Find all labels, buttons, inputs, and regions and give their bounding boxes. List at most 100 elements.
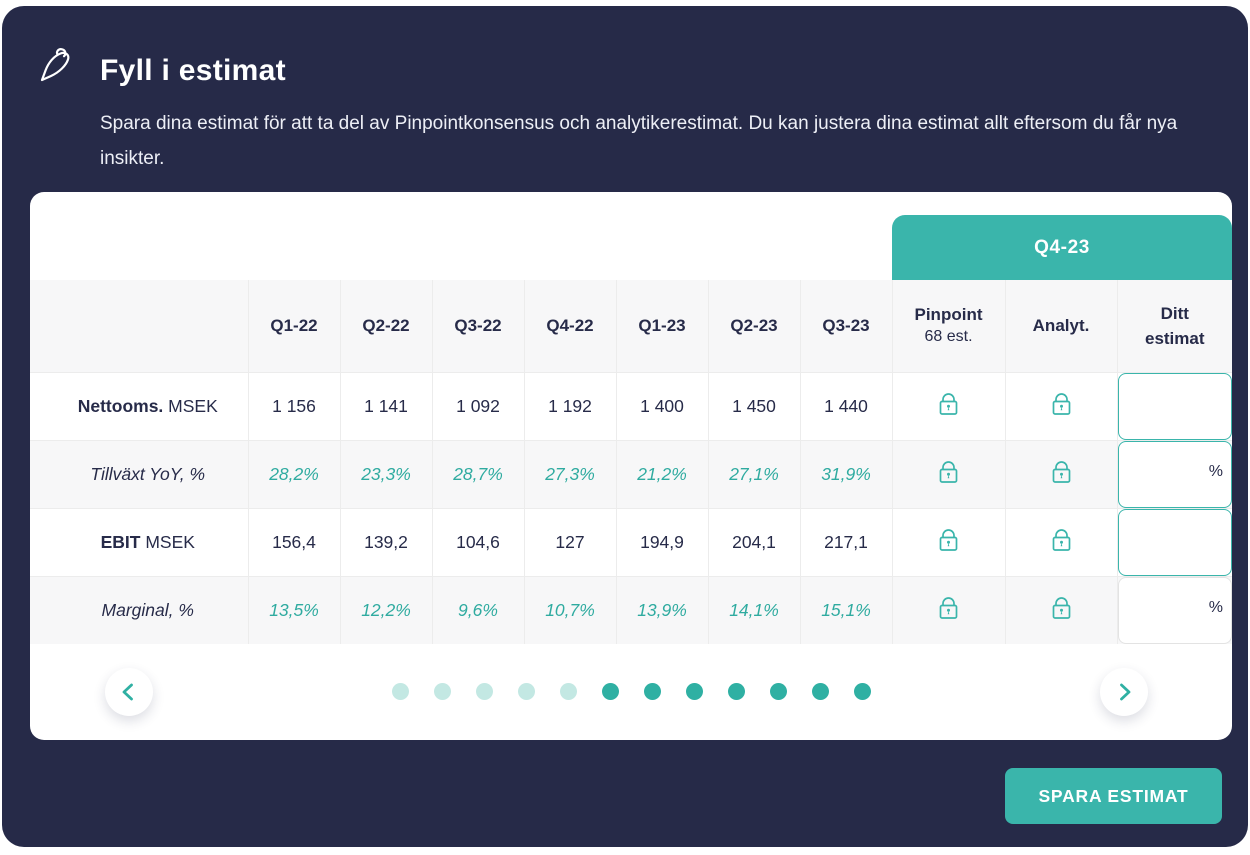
lock-icon [935, 458, 962, 491]
net-sales-estimate-input[interactable] [1117, 372, 1232, 440]
previous-page-button[interactable] [105, 668, 153, 716]
value-cell: 139,2 [339, 507, 433, 577]
your-estimate-column-header: Ditt estimat [1116, 279, 1233, 373]
pagination-dot[interactable] [685, 683, 703, 700]
value-cell: 23,3% [339, 439, 433, 509]
lock-icon [935, 526, 962, 559]
next-page-button[interactable] [1100, 668, 1148, 716]
value-cell: 14,1% [707, 575, 801, 645]
value-cell: 15,1% [799, 575, 893, 645]
value-cell: 27,1% [707, 439, 801, 509]
value-cell: 9,6% [431, 575, 525, 645]
page-title: Fyll i estimat [100, 54, 286, 87]
value-cell: 1 440 [799, 371, 893, 441]
quarter-header: Q2-22 [339, 279, 433, 373]
value-cell: 21,2% [615, 439, 709, 509]
your-estimate-cell [1116, 371, 1233, 441]
pagination-dot[interactable] [811, 683, 829, 700]
analyst-locked-cell [1004, 439, 1118, 509]
pinpoint-locked-cell [891, 439, 1006, 509]
value-cell: 13,5% [247, 575, 341, 645]
pagination-dot[interactable] [853, 683, 871, 700]
value-cell: 204,1 [707, 507, 801, 577]
lock-icon [935, 390, 962, 423]
pagination-dot[interactable] [517, 683, 535, 700]
your-estimate-cell [1116, 507, 1233, 577]
pagination-dots [30, 643, 1232, 740]
pagination-dot[interactable] [769, 683, 787, 700]
value-cell: 10,7% [523, 575, 617, 645]
row-label: Marginal, % [29, 575, 249, 645]
lock-icon [1048, 458, 1075, 491]
value-cell: 12,2% [339, 575, 433, 645]
label-column-header [29, 279, 249, 373]
quarter-header: Q2-23 [707, 279, 801, 373]
pagination-dot[interactable] [391, 683, 409, 700]
pen-icon [35, 45, 77, 87]
pinpoint-column-header: Pinpoint 68 est. [891, 279, 1006, 373]
margin-estimate-input[interactable] [1117, 576, 1232, 644]
pagination-dot[interactable] [559, 683, 577, 700]
value-cell: 104,6 [431, 507, 525, 577]
pagination-dot[interactable] [643, 683, 661, 700]
pinpoint-locked-cell [891, 507, 1006, 577]
tab-q4-23[interactable]: Q4-23 [892, 215, 1232, 280]
value-cell: 28,7% [431, 439, 525, 509]
table-row-growth-yoy: Tillväxt YoY, % 28,2% 23,3% 28,7% 27,3% … [29, 439, 1233, 509]
value-cell: 1 141 [339, 371, 433, 441]
row-label: EBIT MSEK [29, 507, 249, 577]
value-cell: 194,9 [615, 507, 709, 577]
value-cell: 13,9% [615, 575, 709, 645]
value-cell: 1 450 [707, 371, 801, 441]
growth-estimate-input[interactable] [1117, 440, 1232, 508]
analyst-locked-cell [1004, 575, 1118, 645]
lock-icon [1048, 594, 1075, 627]
value-cell: 1 156 [247, 371, 341, 441]
table-row-margin: Marginal, % 13,5% 12,2% 9,6% 10,7% 13,9%… [29, 575, 1233, 645]
quarter-header: Q3-23 [799, 279, 893, 373]
lock-icon [1048, 390, 1075, 423]
value-cell: 217,1 [799, 507, 893, 577]
value-cell: 31,9% [799, 439, 893, 509]
value-cell: 156,4 [247, 507, 341, 577]
value-cell: 28,2% [247, 439, 341, 509]
estimates-table: Q1-22 Q2-22 Q3-22 Q4-22 Q1-23 Q2-23 Q3-2… [29, 279, 1233, 645]
table-header-row: Q1-22 Q2-22 Q3-22 Q4-22 Q1-23 Q2-23 Q3-2… [29, 279, 1233, 373]
table-row-net-sales: Nettooms. MSEK 1 156 1 141 1 092 1 192 1… [29, 371, 1233, 441]
pagination-dot[interactable] [475, 683, 493, 700]
quarter-header: Q3-22 [431, 279, 525, 373]
row-label: Nettooms. MSEK [29, 371, 249, 441]
estimates-card: Q4-23 Q1-22 Q2-22 Q3-22 Q4-22 Q1-23 [29, 192, 1233, 740]
analyst-column-header: Analyt. [1004, 279, 1118, 373]
value-cell: 27,3% [523, 439, 617, 509]
pagination-dot[interactable] [601, 683, 619, 700]
pinpoint-locked-cell [891, 575, 1006, 645]
value-cell: 1 192 [523, 371, 617, 441]
pinpoint-estimate-count: 68 est. [924, 328, 973, 346]
value-cell: 127 [523, 507, 617, 577]
your-estimate-cell: % [1116, 439, 1233, 509]
pinpoint-locked-cell [891, 371, 1006, 441]
value-cell: 1 400 [615, 371, 709, 441]
chevron-right-icon [1120, 683, 1131, 701]
analyst-locked-cell [1004, 371, 1118, 441]
lock-icon [1048, 526, 1075, 559]
estimates-panel: Fyll i estimat Spara dina estimat för at… [2, 6, 1248, 847]
quarter-header: Q1-23 [615, 279, 709, 373]
your-estimate-cell: % [1116, 575, 1233, 645]
analyst-locked-cell [1004, 507, 1118, 577]
table-pagination [30, 643, 1232, 740]
pagination-dot[interactable] [433, 683, 451, 700]
table-row-ebit: EBIT MSEK 156,4 139,2 104,6 127 194,9 20… [29, 507, 1233, 577]
value-cell: 1 092 [431, 371, 525, 441]
ebit-estimate-input[interactable] [1117, 508, 1232, 576]
lock-icon [935, 594, 962, 627]
save-estimates-button[interactable]: SPARA ESTIMAT [1005, 768, 1222, 824]
quarter-header: Q1-22 [247, 279, 341, 373]
page-subtitle: Spara dina estimat för att ta del av Pin… [100, 113, 1178, 169]
row-label: Tillväxt YoY, % [29, 439, 249, 509]
chevron-left-icon [122, 683, 133, 701]
pagination-dot[interactable] [727, 683, 745, 700]
quarter-header: Q4-22 [523, 279, 617, 373]
